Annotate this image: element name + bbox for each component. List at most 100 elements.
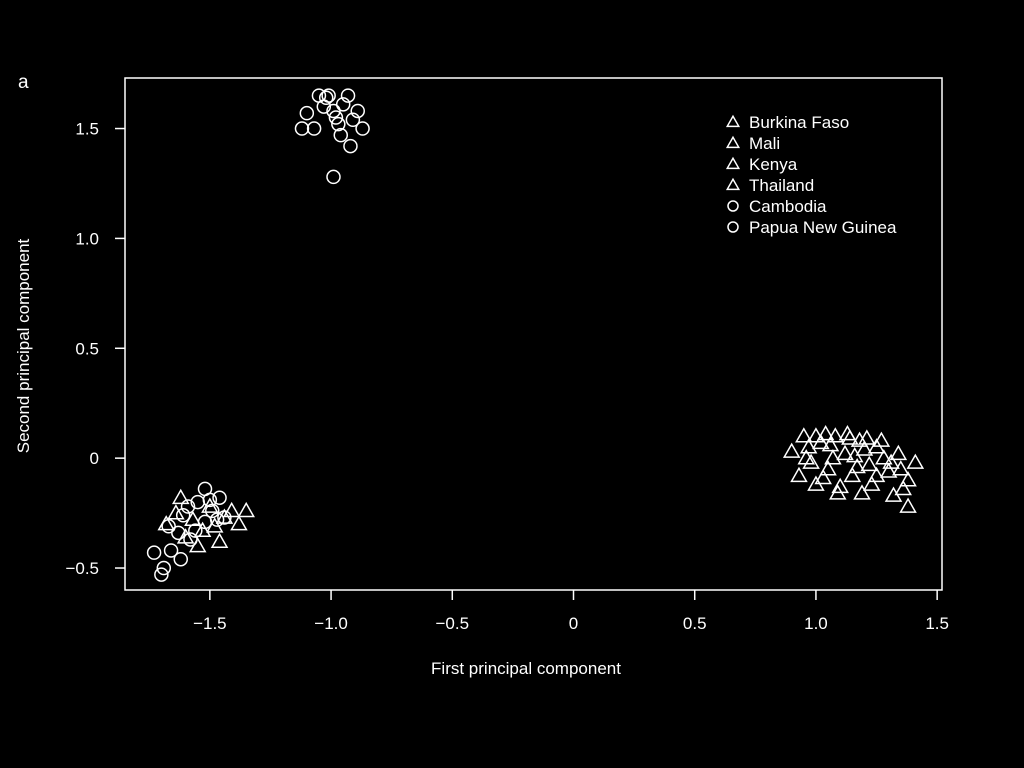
legend-triangle-marker <box>725 177 741 191</box>
circle-marker <box>175 508 191 523</box>
triangle-marker <box>860 455 879 472</box>
circle-marker <box>294 121 310 136</box>
legend-label: Mali <box>749 134 780 153</box>
legend-triangle-marker <box>725 156 741 170</box>
x-tick-label: −0.5 <box>436 614 470 633</box>
triangle-marker <box>831 477 849 494</box>
circle-marker <box>326 103 341 119</box>
triangle-marker <box>821 435 840 452</box>
legend-triangle-marker <box>725 114 741 128</box>
data-points <box>146 88 925 582</box>
triangle-marker <box>819 460 837 476</box>
circle-marker <box>212 490 227 505</box>
triangle-marker <box>802 453 820 469</box>
circle-marker <box>173 551 189 567</box>
triangle-marker <box>814 468 832 485</box>
circle-marker <box>154 567 169 582</box>
circle-marker <box>156 560 172 576</box>
triangle-marker <box>799 438 818 454</box>
x-tick-label: −1.0 <box>314 614 348 633</box>
x-tick-label: −1.5 <box>193 614 227 633</box>
triangle-marker <box>882 453 900 469</box>
circle-marker <box>345 112 361 128</box>
triangle-marker <box>795 427 813 443</box>
circle-marker <box>321 88 336 103</box>
circle-marker <box>183 532 198 547</box>
circle-marker <box>335 97 351 112</box>
circle-marker <box>202 492 218 508</box>
triangle-marker <box>836 444 854 461</box>
triangle-marker <box>872 431 891 447</box>
panel-label: a <box>18 72 29 93</box>
triangle-marker <box>826 427 845 443</box>
legend-label: Burkina Faso <box>749 113 849 132</box>
triangle-marker <box>824 449 842 465</box>
triangle-marker <box>884 486 903 502</box>
triangle-marker <box>807 427 825 443</box>
triangle-marker <box>782 442 801 458</box>
circle-marker <box>333 127 349 143</box>
circle-marker <box>326 169 341 185</box>
triangle-marker <box>828 484 847 500</box>
triangle-marker <box>875 449 893 465</box>
legend-label: Papua New Guinea <box>749 218 897 237</box>
triangle-marker <box>843 466 862 483</box>
y-tick-label: 1.5 <box>75 120 99 139</box>
circle-marker <box>146 545 162 560</box>
triangle-marker <box>171 488 190 505</box>
legend: Burkina Faso Mali Kenya Thailand Cambodia Pap… <box>725 113 897 237</box>
triangle-marker <box>848 457 866 474</box>
circle-marker <box>340 88 356 103</box>
triangle-marker <box>906 453 925 469</box>
circle-marker <box>171 525 186 541</box>
y-tick-label: 0 <box>90 449 99 468</box>
legend-triangle-marker <box>725 135 741 149</box>
triangle-marker <box>167 504 185 520</box>
x-tick-label: 0.5 <box>683 614 707 633</box>
y-tick-label: −0.5 <box>65 559 99 578</box>
x-tick-label: 0 <box>569 614 578 633</box>
circle-marker <box>163 543 179 558</box>
circle-marker <box>205 503 220 519</box>
circle-marker <box>306 121 322 136</box>
triangle-marker <box>889 444 908 461</box>
triangle-marker <box>853 484 871 500</box>
triangle-marker <box>838 424 857 441</box>
circle-marker <box>343 138 358 154</box>
legend-circle-marker <box>727 200 739 212</box>
x-axis-label: First principal component <box>431 659 621 678</box>
legend-circle-marker <box>727 221 739 233</box>
triangle-marker <box>858 429 876 445</box>
triangle-marker <box>193 521 212 538</box>
circle-marker <box>209 512 225 527</box>
circle-marker <box>355 121 370 136</box>
triangle-marker <box>845 446 864 463</box>
y-tick-label: 0.5 <box>75 339 99 358</box>
triangle-marker <box>899 497 917 513</box>
y-tick-label: 1.0 <box>75 229 99 248</box>
x-tick-label: 1.0 <box>804 614 828 633</box>
circle-marker <box>188 523 203 538</box>
triangle-marker <box>210 532 229 549</box>
legend-label: Kenya <box>749 155 798 174</box>
circle-marker <box>318 90 334 106</box>
triangle-marker <box>899 471 917 487</box>
triangle-marker <box>237 501 255 518</box>
triangle-marker <box>879 462 898 478</box>
legend-label: Cambodia <box>749 197 827 216</box>
circle-marker <box>299 105 315 121</box>
circle-marker <box>217 510 232 525</box>
y-axis-label: Second principal component <box>14 238 33 453</box>
circle-marker <box>180 499 196 514</box>
y-axis: −0.5 0 0.5 1.0 1.5 <box>65 120 125 578</box>
circle-marker <box>350 103 365 119</box>
triangle-marker <box>790 466 808 483</box>
circle-marker <box>331 116 346 132</box>
triangle-marker <box>867 466 886 483</box>
triangle-marker <box>894 479 912 496</box>
plot-frame <box>124 77 943 591</box>
x-tick-label: 1.5 <box>925 614 949 633</box>
legend-label: Thailand <box>749 176 814 195</box>
triangle-marker <box>230 515 248 531</box>
